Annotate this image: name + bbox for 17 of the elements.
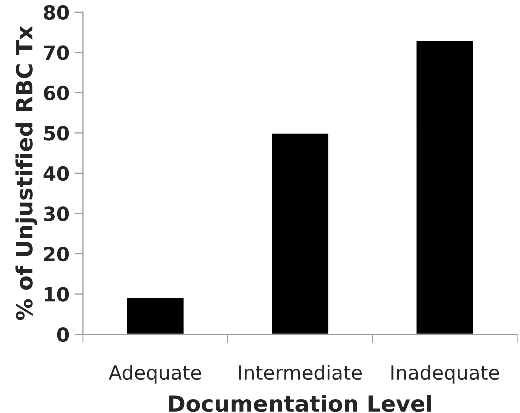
x-tick-label: Intermediate bbox=[239, 365, 362, 380]
y-tick-label: 50 bbox=[44, 126, 70, 141]
bar bbox=[126, 296, 186, 335]
y-tick-label: 20 bbox=[44, 246, 70, 262]
y-tick-label: 80 bbox=[44, 5, 70, 20]
y-tick-label: 70 bbox=[44, 46, 70, 60]
y-axis-title: % of Unjustified RBC Tx bbox=[16, 26, 38, 320]
x-tick-label: Inadequate bbox=[392, 365, 500, 384]
y-tick-label: 40 bbox=[44, 166, 70, 182]
bar bbox=[270, 132, 330, 335]
y-tick-label: 60 bbox=[44, 86, 70, 101]
y-tick-label: 10 bbox=[45, 287, 70, 302]
x-axis-title: Documentation Level bbox=[169, 395, 432, 412]
y-tick-label: 30 bbox=[44, 206, 70, 222]
bar bbox=[415, 40, 475, 335]
y-tick-label: 0 bbox=[57, 327, 70, 342]
x-tick-label: Adequate bbox=[109, 365, 202, 384]
